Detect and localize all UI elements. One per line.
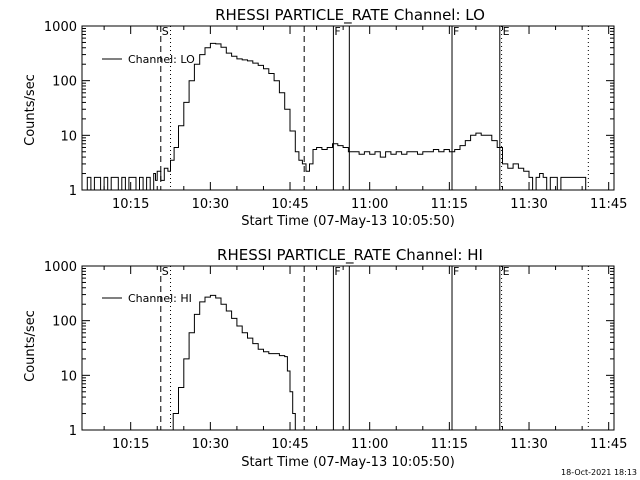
time-marker-label: F: [453, 265, 459, 278]
series-group: [170, 294, 296, 431]
legend-label: Channel: LO: [128, 53, 195, 66]
time-marker-label: S: [162, 25, 169, 38]
chart-panel-hi: RHESSI PARTICLE_RATE Channel: HI Start T…: [23, 246, 627, 470]
time-marker-label: F: [453, 25, 459, 38]
plot-frame: [81, 265, 615, 431]
x-tick-label: 11:00: [351, 437, 388, 452]
y-tick-label: 100: [52, 315, 77, 330]
chart-panel-lo: RHESSI PARTICLE_RATE Channel: LO Start T…: [23, 6, 627, 229]
footer-timestamp: 18-Oct-2021 18:13: [561, 468, 637, 477]
x-tick-label: 11:30: [510, 197, 547, 212]
time-marker-label: E: [503, 265, 510, 278]
time-marker-label: E: [503, 25, 510, 38]
x-tick-label: 11:00: [351, 197, 388, 212]
x-tick-label: 11:15: [431, 197, 468, 212]
x-axis-label: Start Time (07-May-13 10:05:50): [241, 214, 455, 229]
y-tick-label: 1000: [44, 260, 77, 275]
x-tick-label: 10:45: [271, 437, 308, 452]
y-tick-label: 1000: [44, 20, 77, 35]
x-tick-label: 10:15: [112, 437, 149, 452]
chart-title: RHESSI PARTICLE_RATE Channel: LO: [215, 6, 485, 25]
chart-title: RHESSI PARTICLE_RATE Channel: HI: [217, 246, 483, 265]
axis-ticks: 10:15 10:30 10:45 11:00 11:15 11:30 11:45 1 10 10…: [44, 20, 628, 212]
x-tick-label: 11:15: [431, 437, 468, 452]
x-tick-label: 10:45: [271, 197, 308, 212]
x-tick-label: 11:45: [590, 437, 627, 452]
x-tick-label: 10:15: [112, 197, 149, 212]
x-tick-label: 10:30: [192, 197, 229, 212]
y-tick-label: 1: [69, 184, 77, 199]
legend-label: Channel: HI: [128, 292, 192, 305]
y-tick-label: 10: [60, 129, 77, 144]
x-tick-label: 11:30: [510, 437, 547, 452]
y-axis-label: Counts/sec: [23, 74, 38, 146]
y-axis-label: Counts/sec: [23, 310, 38, 382]
y-tick-label: 10: [60, 369, 77, 384]
y-tick-label: 1: [69, 424, 77, 439]
series-line: [170, 294, 296, 431]
plot-frame: [81, 25, 615, 191]
x-tick-label: 11:45: [590, 197, 627, 212]
time-marker-label: F: [334, 25, 340, 38]
time-marker-label: F: [334, 265, 340, 278]
y-tick-label: 100: [52, 75, 77, 90]
x-tick-label: 10:30: [192, 437, 229, 452]
axis-ticks: 10:15 10:30 10:45 11:00 11:15 11:30 11:45 1 10 10…: [44, 260, 628, 452]
time-marker-label: S: [162, 265, 169, 278]
x-axis-label: Start Time (07-May-13 10:05:50): [241, 455, 455, 470]
